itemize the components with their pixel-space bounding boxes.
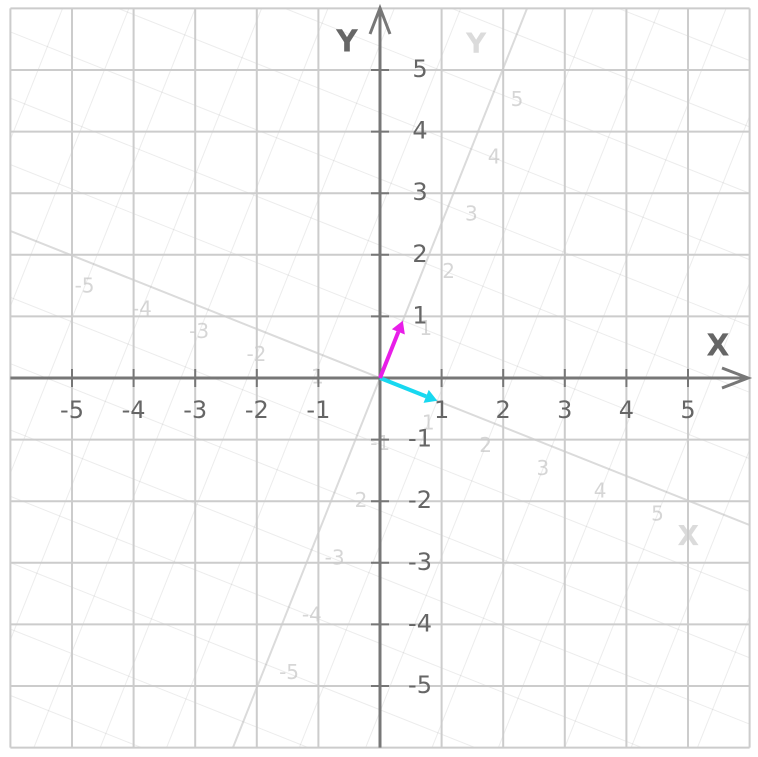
vector (379, 376, 427, 399)
transformed-grid-line (115, 8, 750, 261)
transformed-y-tick-label: -2 (347, 488, 367, 512)
transformed-y-tick-label: -5 (279, 660, 299, 684)
x-tick-label: -3 (183, 396, 207, 424)
transformed-y-tick-label: 2 (442, 259, 455, 283)
transformed-x-tick-label: 5 (651, 501, 664, 525)
transformed-grid-line (10, 8, 130, 309)
y-axis-label: Y (335, 25, 359, 60)
y-tick-label: -5 (408, 671, 432, 699)
transformed-x-tick-label: -4 (132, 296, 152, 320)
y-tick-label: 4 (412, 117, 427, 145)
transformed-grid-line (10, 562, 478, 748)
transformed-grid-line (10, 8, 263, 643)
y-tick-label: -1 (408, 425, 432, 453)
transformed-y-tick-label: 3 (465, 202, 478, 226)
transformed-y-tick-label: -4 (302, 603, 322, 627)
transformed-grid-line (431, 8, 727, 748)
x-tick-label: -5 (60, 396, 84, 424)
transformed-grid-line (10, 296, 750, 593)
x-tick-label: -1 (306, 396, 330, 424)
transformed-grid-line (10, 97, 750, 394)
x-tick-label: -2 (245, 396, 269, 424)
y-tick-label: 5 (412, 55, 427, 83)
transformed-grid-line (10, 495, 645, 748)
y-tick-label: 1 (412, 301, 427, 329)
y-axis-arrow (368, 3, 392, 35)
y-tick-label: -4 (408, 609, 432, 637)
transformed-grid-line (33, 8, 329, 748)
vectors (378, 320, 438, 403)
transformed-y-tick-label: -3 (325, 545, 345, 569)
y-tick-label: -2 (408, 486, 432, 514)
y-tick-label: -3 (408, 548, 432, 576)
transformed-grid-line (630, 447, 750, 748)
vector-head (391, 320, 405, 335)
transformed-y-tick-label: 5 (511, 87, 524, 111)
x-tick-label: 1 (434, 396, 449, 424)
transformed-grid-line (99, 8, 396, 748)
y-tick-label: 2 (412, 240, 427, 268)
y-tick-label: 3 (412, 178, 427, 206)
transformed-grid-line (165, 8, 462, 748)
transformed-y-tick-label: 4 (488, 144, 501, 168)
x-axis-arrow (721, 366, 753, 390)
x-tick-label: 3 (557, 396, 572, 424)
x-tick-label: -4 (122, 396, 146, 424)
transformed-x-tick-label: -5 (75, 274, 95, 298)
transformed-grid-line (449, 8, 750, 128)
transformed-grid-line (282, 8, 750, 194)
vector (378, 331, 401, 379)
transformed-grid-line (10, 628, 311, 748)
transformed-grid-line (10, 429, 750, 725)
transformed-grid-line (564, 280, 750, 748)
x-tick-label: 5 (680, 396, 695, 424)
transformed-grid-line (497, 113, 750, 748)
transformed-y-label: Y (465, 27, 487, 60)
transformed-x-tick-label: 4 (594, 479, 607, 503)
transformed-x-tick-label: 1 (422, 410, 435, 434)
x-tick-label: 4 (619, 396, 634, 424)
transformed-x-tick-label: 3 (536, 456, 549, 480)
x-tick-label: 2 (496, 396, 511, 424)
transformed-grid-line (10, 362, 750, 659)
transformed-grid-line (364, 8, 661, 748)
transformed-grid-line (10, 31, 750, 327)
vector-head (423, 389, 438, 403)
transformed-x-tick-label: 2 (479, 433, 492, 457)
x-axis-label: X (706, 329, 729, 364)
transformed-y-tick-label: 1 (419, 316, 432, 340)
transformed-x-tick-label: -3 (189, 319, 209, 343)
transformed-grid-line (10, 8, 196, 476)
